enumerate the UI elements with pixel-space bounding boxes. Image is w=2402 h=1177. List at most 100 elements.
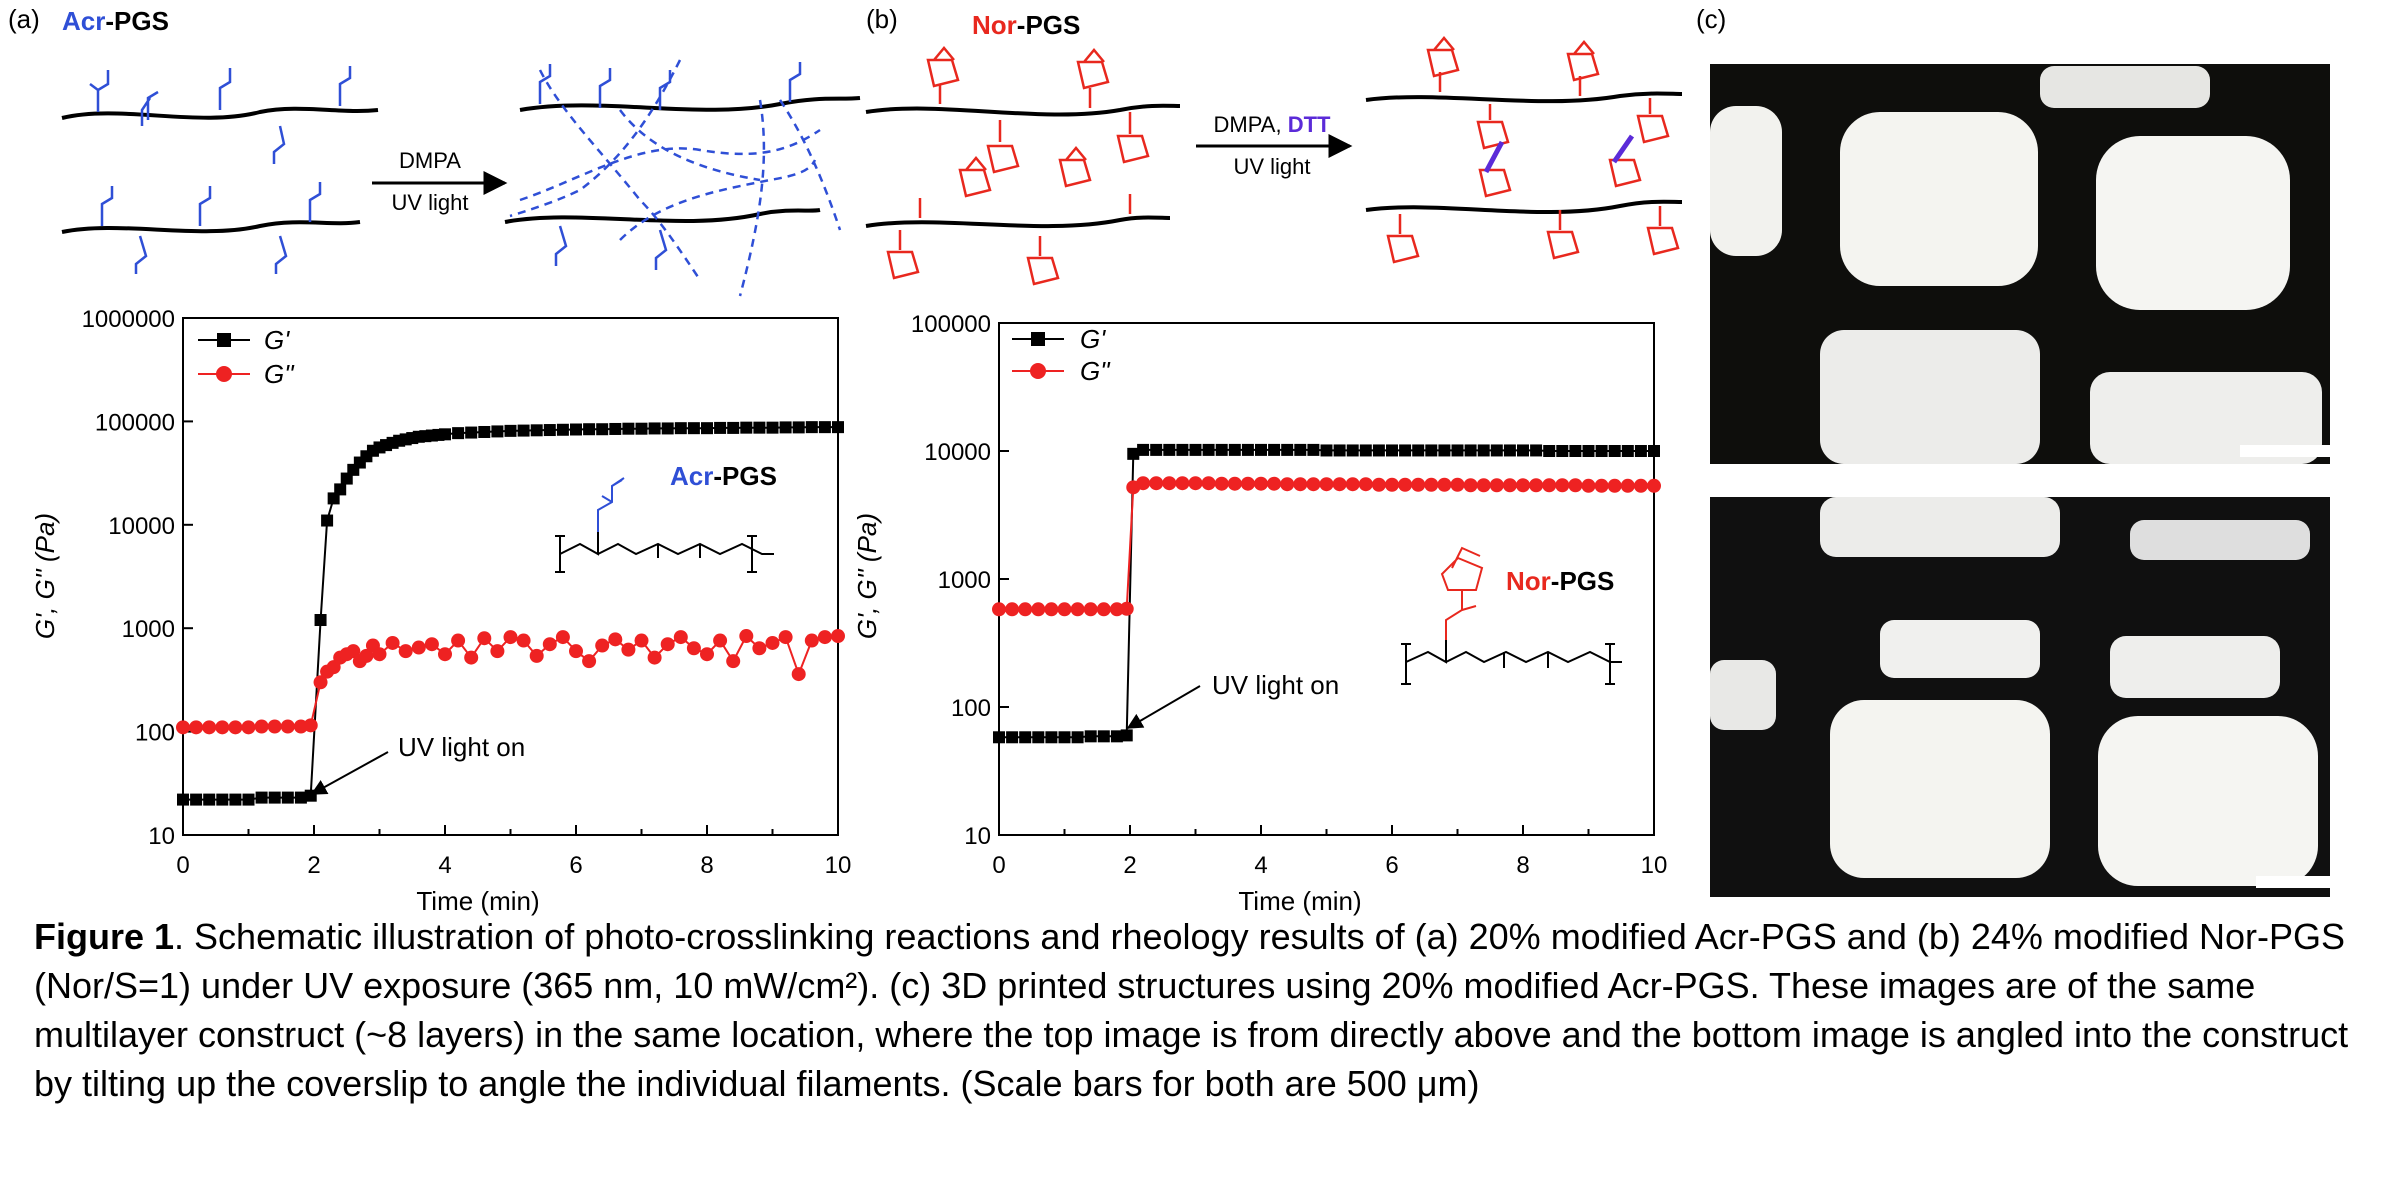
chart-b-gprime-point — [993, 731, 1005, 744]
micrograph-top-pore-5 — [2090, 372, 2322, 464]
chart-a-legend-gdouble: G" — [264, 359, 295, 389]
chart-b-gdouble-point — [1581, 478, 1596, 493]
chart-a-gdouble-point — [582, 654, 597, 669]
panel-a-arrow-top-label: DMPA — [399, 148, 461, 173]
chart-a-gprime-point — [491, 425, 504, 438]
chart-b-x-tick-label: 4 — [1254, 852, 1267, 879]
chart-a-y-tick-label: 10 — [148, 823, 175, 850]
chart-a-x-tick-label: 6 — [569, 852, 582, 879]
chart-a-gdouble-point — [804, 633, 819, 648]
chart-a-annotation: UV light on — [398, 732, 525, 762]
chart-a-gprime-point — [314, 614, 327, 627]
chart-b-gprime-point — [1451, 444, 1464, 457]
chart-b-legend-gdouble: G" — [1080, 356, 1111, 386]
chart-b-gdouble-point — [1240, 476, 1255, 491]
chart-a-gdouble-point — [490, 644, 505, 659]
chart-a-annotation-arrow — [310, 751, 389, 795]
chart-a-gprime-point — [190, 793, 203, 806]
chart-a-gprime-point — [321, 514, 334, 527]
chart-b-gdouble-point — [1227, 476, 1242, 491]
chart-a-gdouble-point — [451, 633, 466, 648]
chart-a-gprime-point — [281, 791, 294, 804]
micrograph-bottom-pore-5 — [1710, 660, 1776, 730]
panel-b-title-pgs: -PGS — [1017, 10, 1081, 40]
panel-a-arrow-bottom-label: UV light — [391, 190, 468, 215]
chart-b-gdouble-point — [1201, 476, 1216, 491]
chart-a-x-ticks: 0 2 4 6 8 10 — [176, 825, 851, 879]
chart-a-gdouble-point — [713, 633, 728, 648]
chart-b-gprime-point — [1490, 444, 1503, 457]
chart-a-gprime-point — [714, 421, 727, 434]
chart-b-gdouble-point — [1031, 602, 1046, 617]
panel-b-arrow-dmpa: DMPA, — [1214, 112, 1288, 137]
chart-b-gdouble-point — [1005, 602, 1020, 617]
chart-b-inset-nor: Nor — [1506, 566, 1551, 596]
chart-a-inset-pgs: -PGS — [713, 461, 777, 491]
chart-a-x-label: Time (min) — [416, 886, 539, 916]
chart-a-gdouble-point — [647, 650, 662, 665]
chart-b-gdouble-point — [1018, 602, 1033, 617]
chart-b-gdouble-point — [1345, 477, 1360, 492]
chart-b-gprime-point — [1320, 444, 1333, 457]
chart-a-series-1-line — [183, 634, 839, 729]
chart-a-gdouble-point — [424, 637, 439, 652]
chart-a-gprime-point — [255, 791, 268, 804]
chart-b-gdouble-point — [1529, 478, 1544, 493]
chart-a-gdouble-point — [831, 629, 845, 644]
chart-a-series — [176, 421, 845, 806]
chart-b-gdouble-point — [1398, 477, 1413, 492]
acr-chain-bottom-right — [504, 208, 821, 224]
chart-a-gdouble-point — [686, 641, 701, 656]
chart-b-gprime-point — [1438, 444, 1451, 457]
chart-b-gdouble-point — [1450, 477, 1465, 492]
chart-a-gdouble-point — [739, 629, 754, 644]
chart-a-gprime-point — [478, 425, 491, 438]
chart-a-gdouble-point — [313, 675, 328, 690]
panel-b-schematic: (b) Nor-PGS DMPA, DTT UV light — [865, 4, 1683, 286]
chart-a-gdouble-point — [765, 635, 780, 650]
chart-b-x-tick-label: 10 — [1641, 852, 1668, 879]
chart-b-gdouble-point — [1109, 602, 1124, 617]
chart-a-gdouble-point — [228, 720, 243, 735]
chart-b-gdouble-point — [1542, 478, 1557, 493]
chart-a-gprime-point — [648, 422, 661, 435]
chart-a-gdouble-point — [503, 630, 518, 645]
chart-a-gprime-point — [556, 423, 569, 436]
chart-a-gprime-point — [596, 423, 609, 436]
chart-b-y-label: G', G'' (Pa) — [852, 513, 882, 639]
chart-a-x-tick-label: 4 — [438, 852, 451, 879]
chart-b-gprime-point — [1556, 445, 1569, 457]
chart-b-gdouble-point — [1489, 478, 1504, 493]
chart-b-series-0-line — [999, 448, 1654, 739]
caption-figure-label: Figure 1 — [34, 916, 175, 957]
chart-b-gdouble-point — [1267, 476, 1282, 491]
chart-b-gdouble-point — [1371, 477, 1386, 492]
panel-a-title: Acr-PGS — [62, 6, 169, 36]
chart-b-gdouble-point — [1319, 477, 1334, 492]
chart-a-gdouble-point — [608, 632, 623, 647]
chart-a-gdouble-point — [555, 630, 570, 645]
chart-b-gprime-point — [1386, 444, 1398, 457]
micrograph-bottom — [1710, 497, 2360, 897]
panel-b-title: Nor-PGS — [972, 10, 1080, 40]
acr-pendant-groups-left — [89, 66, 352, 274]
chart-a-gdouble-point — [621, 642, 636, 657]
chart-b-gdouble-point — [1358, 477, 1373, 492]
chart-a-gdouble-point — [700, 647, 714, 662]
chart-b-gprime-point — [1543, 445, 1556, 457]
chart-b-gprime-point — [1019, 731, 1032, 744]
chart-b-x-tick-label: 8 — [1516, 852, 1529, 879]
chart-b-gprime-point — [1163, 443, 1176, 456]
chart-b-gdouble-point — [1175, 476, 1190, 491]
chart-a-y-ticks: 10 100 1000 10000 100000 1000000 — [82, 306, 193, 850]
chart-a-gdouble-point — [385, 635, 400, 650]
chart-b-gdouble-point — [1149, 476, 1164, 491]
chart-a-gprime-point — [818, 421, 831, 434]
chart-a-gdouble-point — [411, 640, 426, 655]
panel-a-title-acr: Acr — [62, 6, 105, 36]
norbornene-groups-left — [886, 46, 1150, 286]
chart-b-gprime-point — [1137, 443, 1150, 456]
chart-a-x-tick-label: 2 — [307, 852, 320, 879]
chart-a-gprime-point — [779, 421, 792, 434]
chart-b-gprime-point — [1294, 443, 1307, 456]
